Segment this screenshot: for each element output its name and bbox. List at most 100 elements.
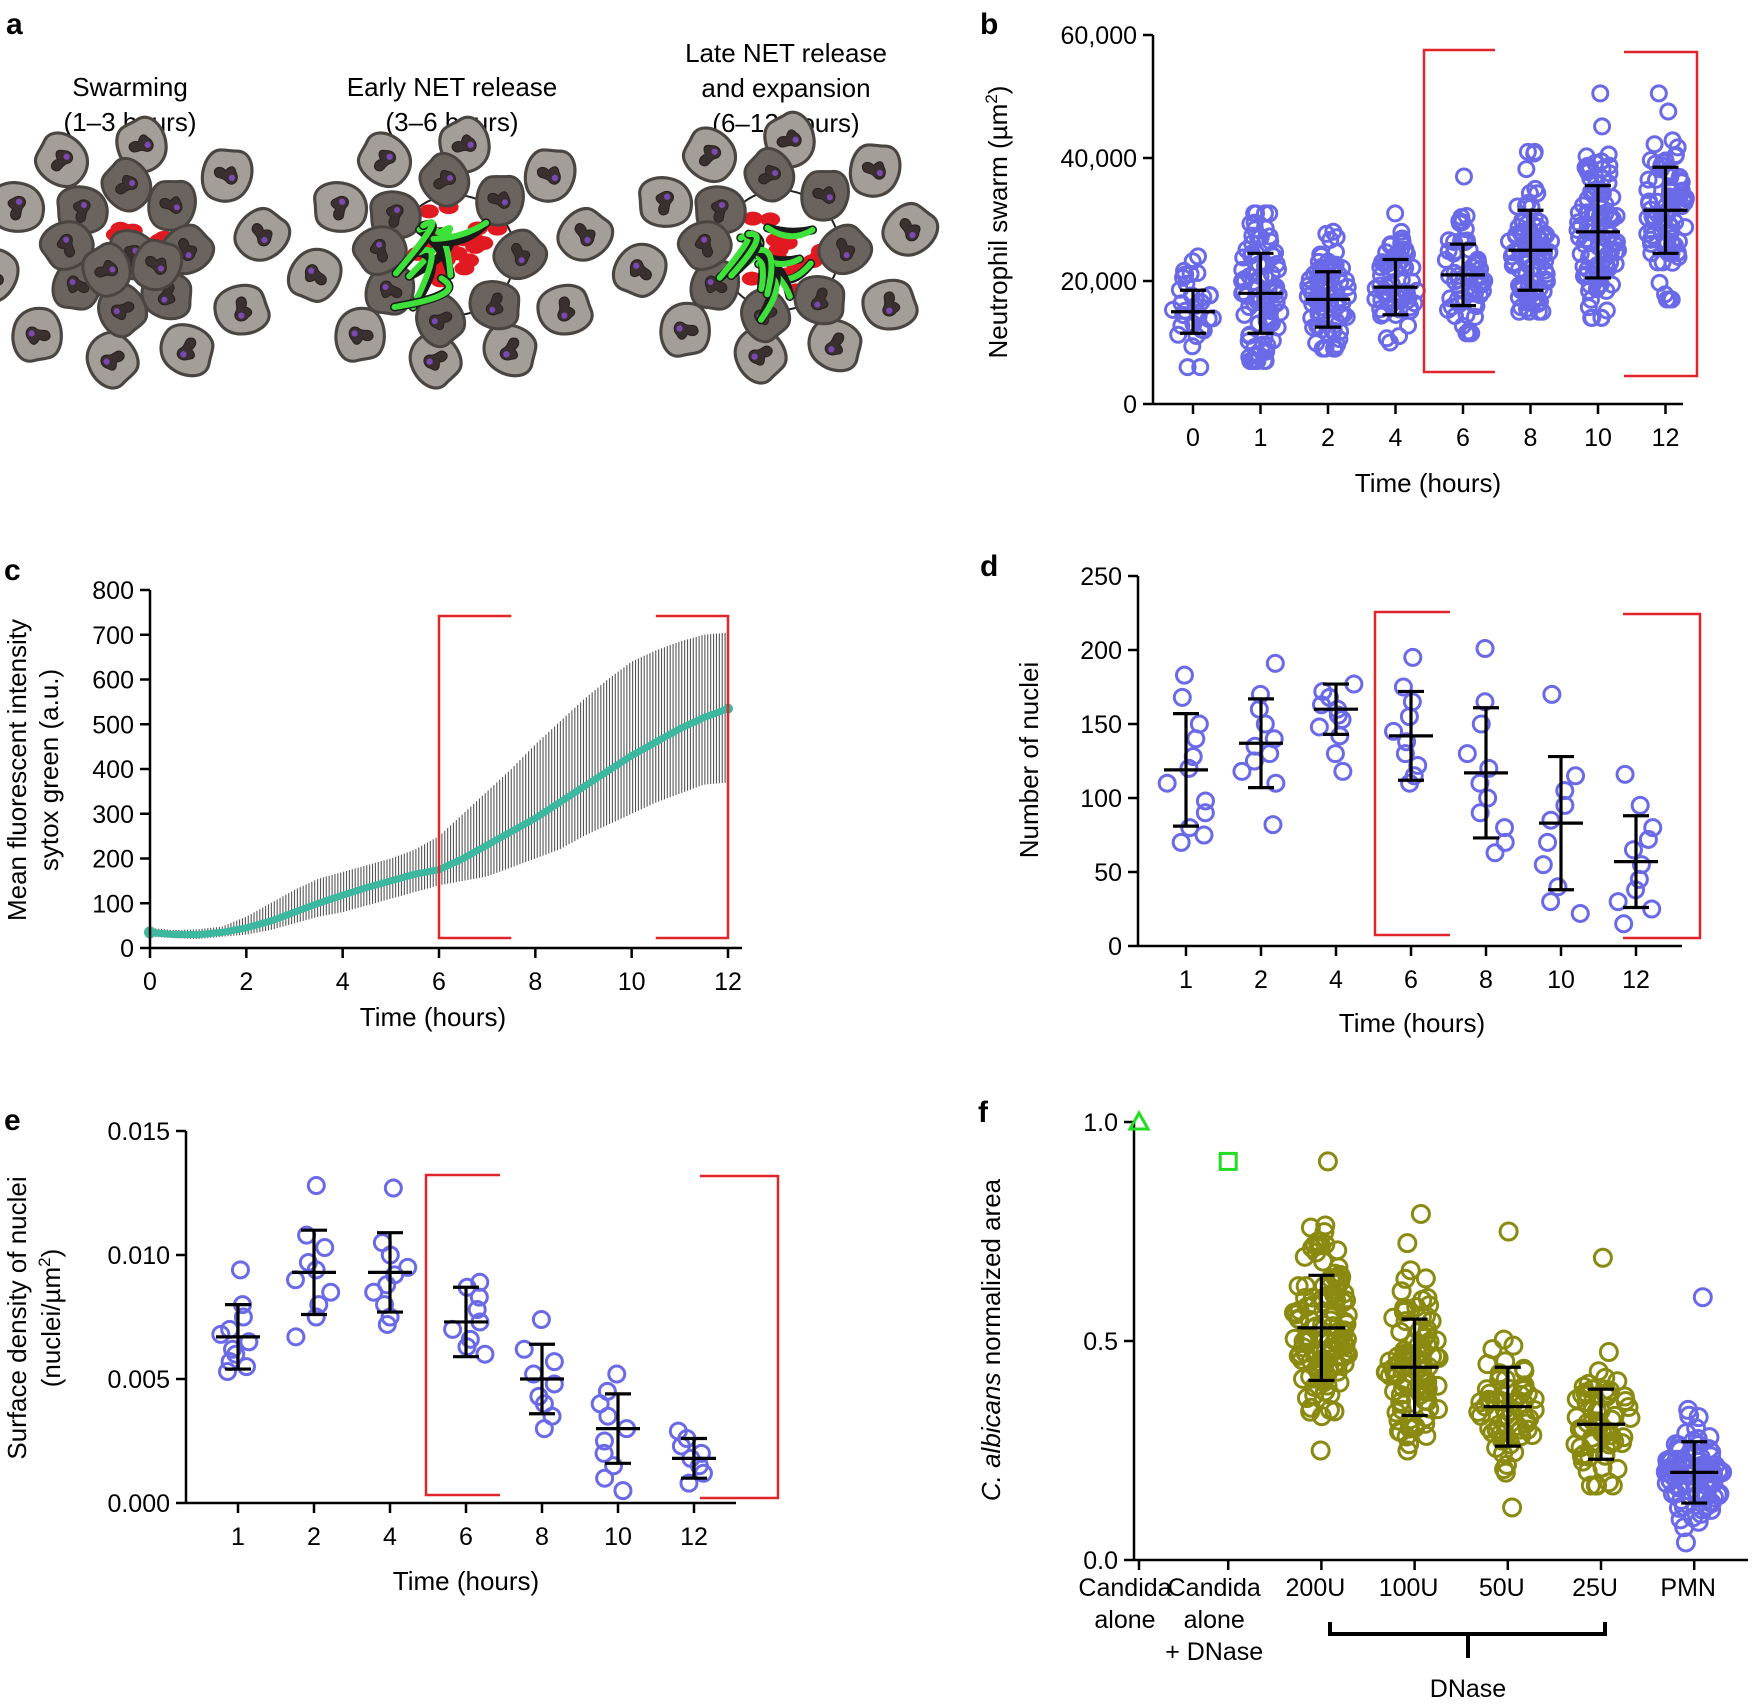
cell-nucleolus	[308, 267, 315, 274]
cell-nucleolus	[501, 199, 508, 206]
data-point	[1475, 639, 1495, 659]
data-point	[595, 1468, 615, 1488]
cell-nucleolus	[158, 265, 165, 272]
cell-nucleus	[100, 350, 125, 371]
data-point	[1234, 248, 1253, 267]
data-point	[1171, 832, 1191, 852]
y-tick-label: 150	[1080, 711, 1122, 739]
data-point	[1572, 1451, 1593, 1472]
x-tick-label: 2	[307, 1523, 321, 1551]
data-point	[1415, 1268, 1436, 1289]
cell-nucleus	[369, 238, 389, 263]
y-tick-label: 0	[1123, 391, 1137, 419]
neutrophil-cell	[807, 318, 863, 373]
cell-nucleolus	[426, 358, 433, 365]
data-point	[1309, 302, 1328, 321]
data-point	[1255, 714, 1275, 734]
cell-nucleolus	[663, 193, 671, 200]
data-point	[306, 1176, 326, 1196]
neutrophil-cell	[131, 238, 184, 292]
data-point	[1268, 318, 1287, 337]
data-point	[306, 1307, 326, 1327]
data-point	[1313, 1276, 1334, 1297]
x-tick-label: 8	[535, 1523, 549, 1551]
data-point	[1249, 229, 1268, 248]
neutrophil-cell	[313, 181, 368, 233]
data-point	[1650, 273, 1669, 292]
data-point	[1394, 1297, 1415, 1318]
data-point	[1426, 1330, 1447, 1351]
y-axis-title-line1: Surface density of nuclei	[2, 1176, 32, 1459]
data-point	[1583, 308, 1602, 327]
data-point	[1697, 1495, 1718, 1516]
neutrophil-cell	[743, 147, 796, 203]
neutrophil-cell	[159, 323, 215, 378]
x-tick-label: 1	[231, 1523, 245, 1551]
stage-3-title: Late NET release	[685, 38, 887, 68]
data-point	[1417, 1391, 1438, 1412]
cell-nucleolus	[161, 296, 168, 303]
cell-nucleolus	[185, 252, 192, 259]
y-axis-title: C. albicans normalized area	[976, 1178, 1006, 1501]
y-tick-label: 60,000	[1061, 22, 1137, 50]
data-point	[1522, 1425, 1543, 1446]
data-point	[1470, 1405, 1491, 1426]
data-point	[604, 1456, 624, 1476]
data-point	[475, 1344, 495, 1364]
cell-nucleolus	[489, 306, 496, 313]
y-tick-label: 600	[92, 667, 134, 695]
net-fiber	[753, 246, 775, 298]
panel-letter-f: f	[978, 1096, 989, 1129]
x-tick-label: 25U	[1572, 1574, 1618, 1602]
neutrophil-cell	[415, 292, 467, 349]
data-point	[1541, 892, 1561, 912]
neutrophil-cell	[676, 220, 733, 271]
y-tick-label: 0.0	[1083, 1547, 1118, 1575]
data-point	[1663, 131, 1682, 150]
data-point	[1397, 1233, 1418, 1254]
y-tick-label: 500	[92, 711, 134, 739]
data-point	[1315, 1234, 1336, 1255]
x-tick-label: + DNase	[1165, 1638, 1263, 1666]
x-tick-label: 6	[1456, 424, 1470, 452]
data-point	[1254, 335, 1273, 354]
data-point	[1325, 338, 1344, 357]
stage-1-title: Swarming	[72, 72, 188, 102]
data-point	[1548, 877, 1568, 897]
data-point	[1309, 717, 1329, 737]
neutrophil-cell	[0, 247, 20, 303]
data-point	[1454, 167, 1473, 186]
data-point	[1397, 1440, 1418, 1461]
data-point	[1692, 1287, 1713, 1308]
cell-nucleus	[56, 233, 76, 258]
data-point	[1638, 224, 1657, 243]
y-tick-label: 200	[92, 846, 134, 874]
neutrophil-cell	[611, 242, 668, 298]
highlight-bracket-right	[1624, 50, 1699, 378]
data-point	[1333, 294, 1352, 313]
data-point	[1403, 647, 1423, 667]
cell-nucleolus	[701, 236, 708, 243]
neutrophil-cell	[848, 143, 902, 198]
cell-nucleus	[178, 237, 198, 262]
data-point	[1314, 1381, 1335, 1402]
data-point	[1266, 773, 1286, 793]
data-point	[544, 1374, 564, 1394]
data-point	[1260, 204, 1279, 223]
data-point	[1325, 744, 1345, 764]
data-point	[383, 1178, 403, 1198]
data-point	[1535, 228, 1554, 247]
data-point	[1585, 1475, 1606, 1496]
late-net-cells-illustration	[611, 110, 940, 385]
data-point	[1327, 1361, 1348, 1382]
cell-nucleolus	[394, 207, 400, 213]
data-point	[534, 1419, 554, 1439]
data-point	[1194, 825, 1214, 845]
data-point	[1178, 358, 1197, 377]
cell-nucleus	[694, 233, 714, 258]
data-point	[1439, 300, 1458, 319]
data-point	[1518, 142, 1537, 161]
cell-nucleolus	[772, 170, 779, 177]
panel-a: a Swarming (1–3 hours) Early NET release…	[0, 8, 940, 390]
